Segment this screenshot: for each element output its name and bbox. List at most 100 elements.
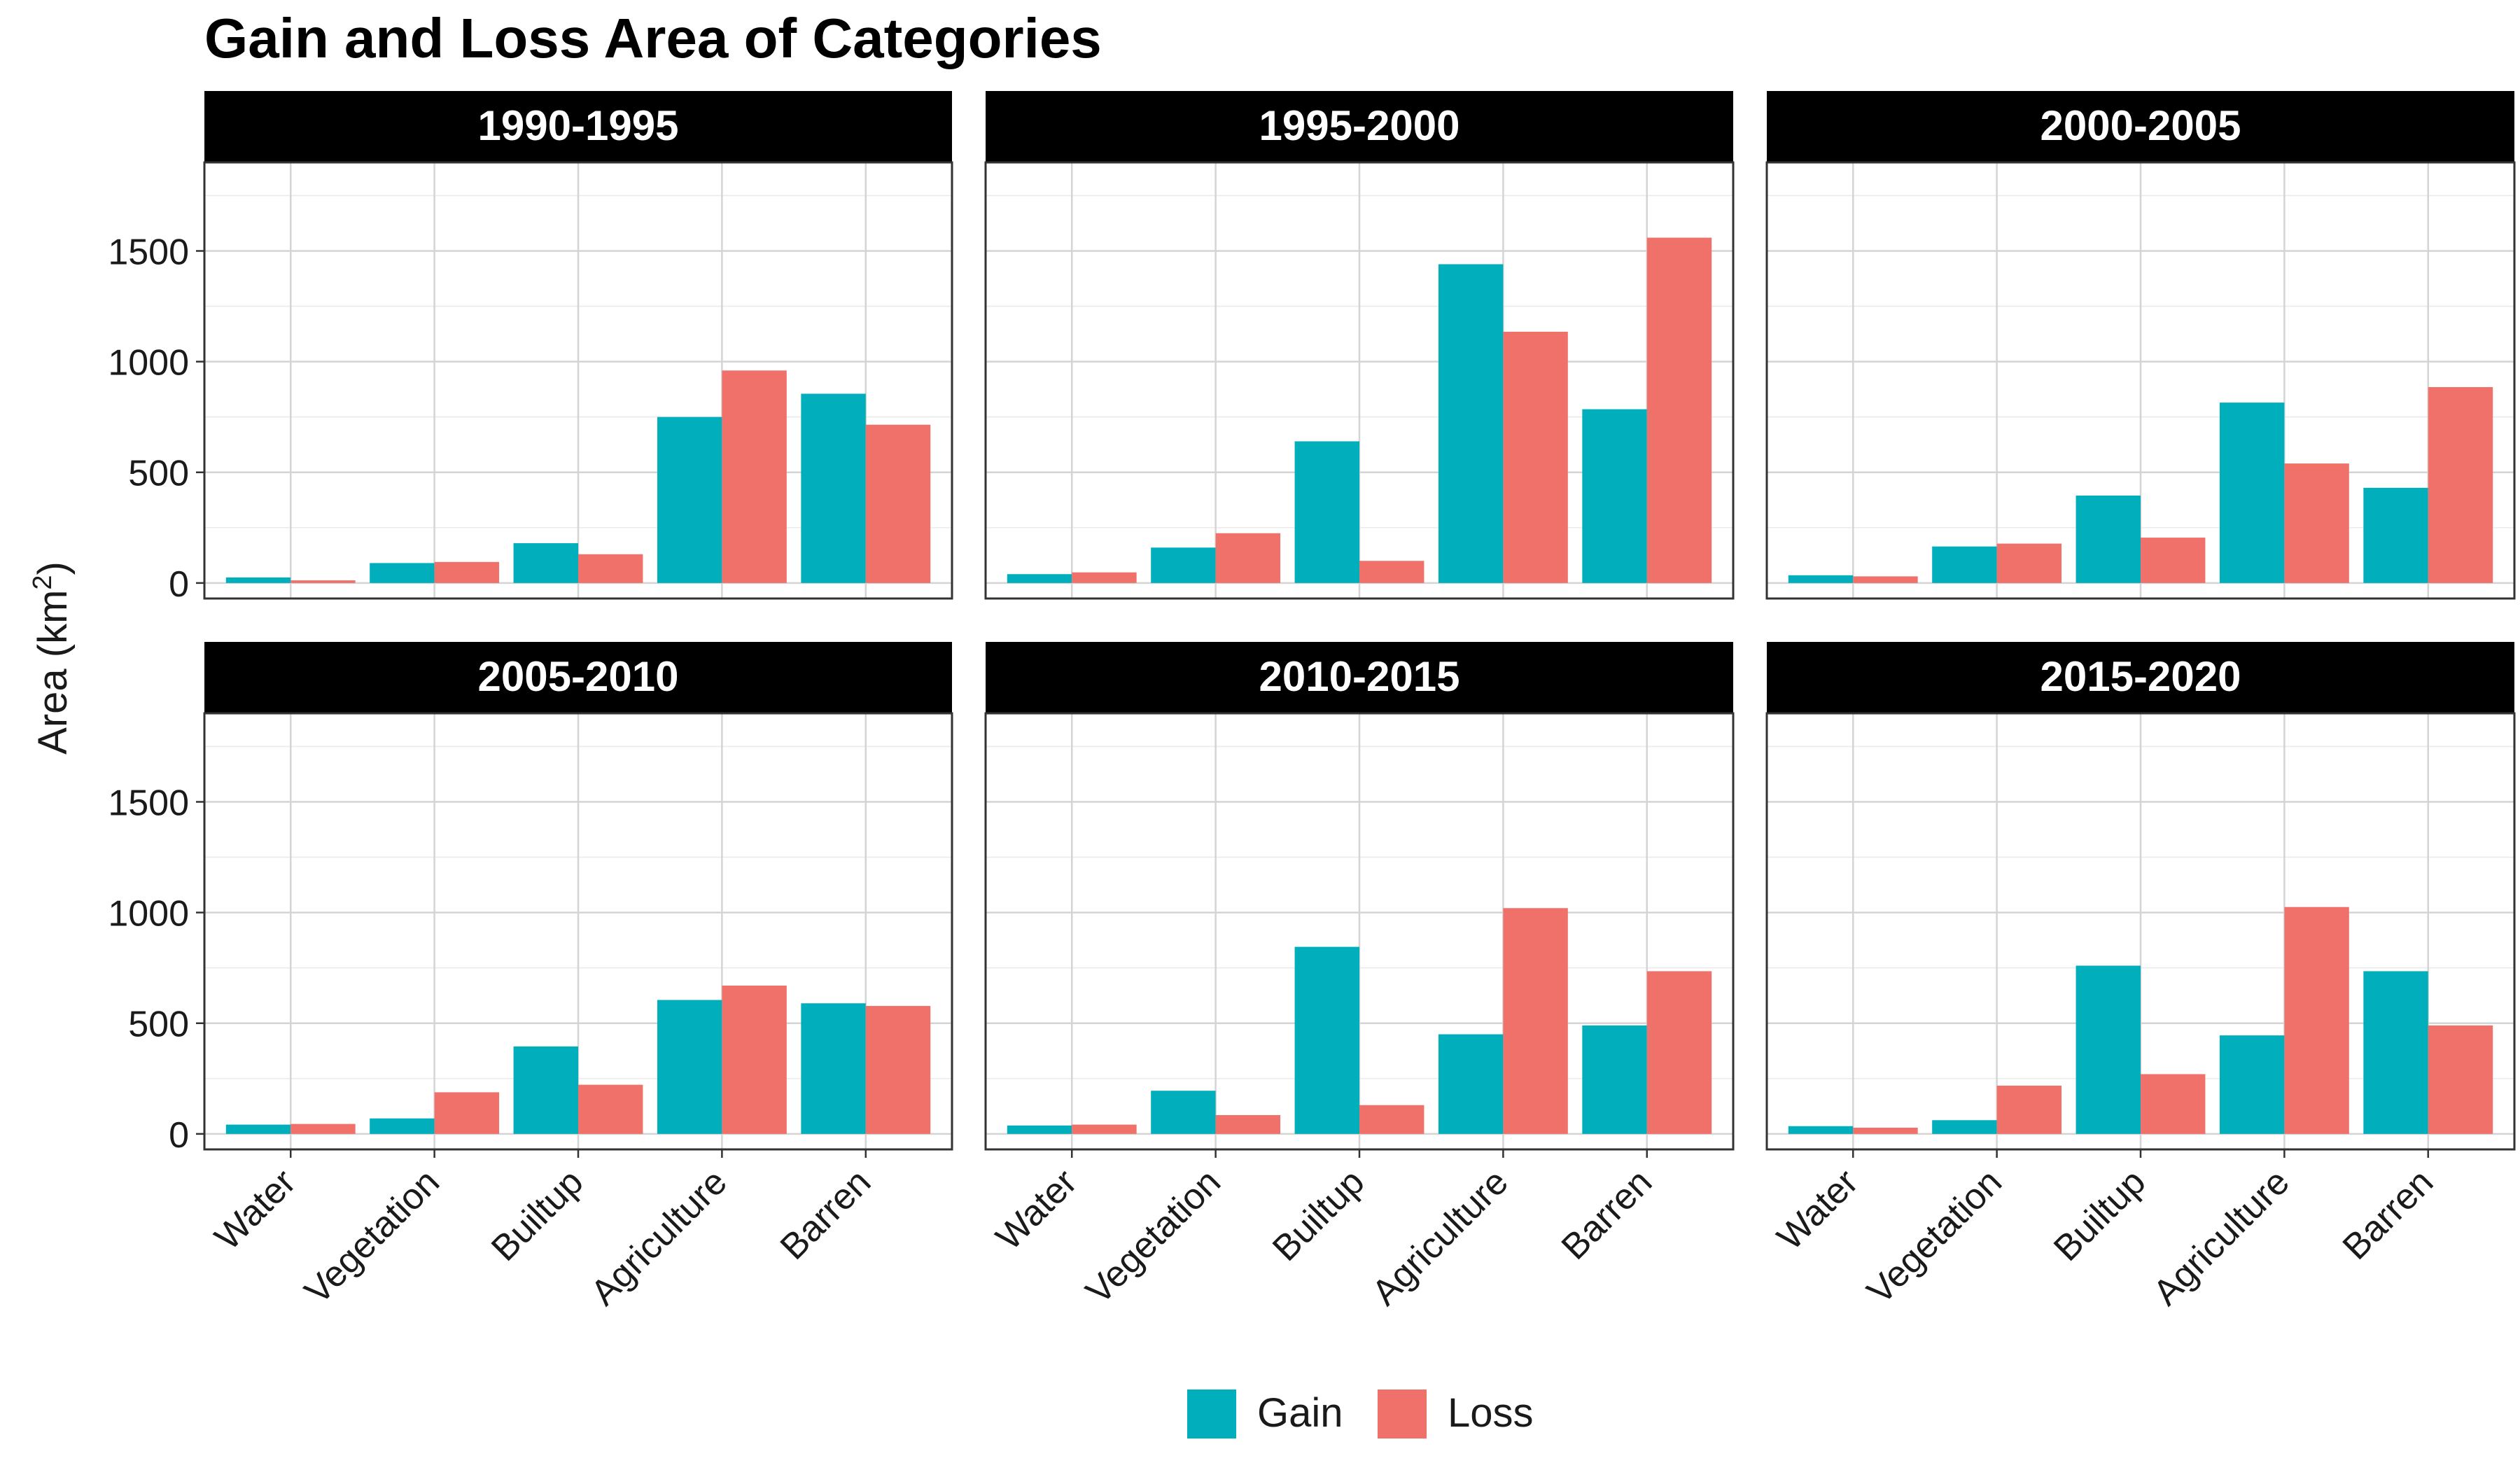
y-tick-label: 1500 bbox=[108, 232, 189, 272]
panel-strip bbox=[986, 91, 1733, 162]
bar-loss bbox=[434, 1092, 500, 1134]
bar-loss bbox=[2141, 538, 2206, 583]
bar-gain bbox=[1151, 547, 1216, 583]
bar-gain bbox=[2076, 495, 2141, 583]
bar-loss bbox=[1996, 543, 2062, 583]
bar-gain bbox=[1582, 1025, 1647, 1134]
bar-gain bbox=[513, 542, 578, 583]
bar-gain bbox=[225, 577, 291, 583]
bar-gain bbox=[1294, 946, 1359, 1134]
y-axis-label: Area (km2) bbox=[28, 561, 76, 755]
bar-loss bbox=[1215, 1114, 1281, 1134]
panel-strip-label: 2005-2010 bbox=[478, 653, 679, 700]
legend: Gain Loss bbox=[1187, 1390, 1534, 1438]
y-axis-label-tail: ) bbox=[30, 561, 76, 575]
bar-loss bbox=[2141, 1074, 2206, 1134]
bar-loss bbox=[1646, 237, 1712, 583]
bar-gain bbox=[657, 1000, 722, 1134]
panel-strip-label: 1990-1995 bbox=[478, 102, 679, 149]
bar-gain bbox=[2219, 1035, 2285, 1134]
y-tick-label: 500 bbox=[128, 1004, 189, 1045]
y-tick-label: 1000 bbox=[108, 894, 189, 934]
bar-gain bbox=[1294, 441, 1359, 583]
bar-loss bbox=[1853, 576, 1918, 583]
bar-loss bbox=[290, 580, 356, 583]
panel-strip-label: 1995-2000 bbox=[1259, 102, 1460, 149]
y-axis-label-main: Area (km bbox=[30, 590, 76, 755]
legend-swatch-gain bbox=[1187, 1390, 1236, 1438]
panel-strip-label: 2000-2005 bbox=[2040, 102, 2241, 149]
y-tick-label: 0 bbox=[169, 1115, 189, 1156]
bar-loss bbox=[1503, 331, 1568, 583]
panel-strip bbox=[986, 642, 1733, 713]
bar-gain bbox=[513, 1046, 578, 1134]
bar-loss bbox=[1853, 1128, 1918, 1134]
bar-loss bbox=[434, 561, 500, 583]
bar-loss bbox=[1503, 908, 1568, 1134]
bar-gain bbox=[1438, 1034, 1504, 1134]
bar-gain bbox=[2363, 971, 2428, 1134]
panel-border bbox=[1765, 161, 2516, 600]
y-tick-label: 0 bbox=[169, 564, 189, 605]
bar-gain bbox=[1932, 1120, 1997, 1134]
bar-loss bbox=[865, 424, 931, 583]
bar-loss bbox=[722, 370, 787, 583]
bar-gain bbox=[2076, 965, 2141, 1134]
bar-loss bbox=[1359, 561, 1424, 583]
panel: 1995-2000 bbox=[984, 91, 1735, 600]
bar-loss bbox=[1996, 1085, 2062, 1134]
bar-gain bbox=[1007, 1125, 1072, 1134]
legend-label: Loss bbox=[1448, 1390, 1534, 1436]
bar-loss bbox=[1359, 1105, 1424, 1134]
panel: 1990-1995 0 500 1000 1500 bbox=[108, 91, 953, 605]
y-tick-label: 500 bbox=[128, 454, 189, 494]
bar-gain bbox=[225, 1124, 291, 1134]
bar-loss bbox=[865, 1006, 931, 1134]
legend-swatch-loss bbox=[1378, 1390, 1427, 1438]
bar-gain bbox=[370, 563, 435, 583]
bar-gain bbox=[1788, 1126, 1854, 1134]
y-tick-label: 1000 bbox=[108, 343, 189, 384]
panel-border bbox=[203, 161, 953, 600]
bar-loss bbox=[2284, 906, 2349, 1134]
legend-item: Loss bbox=[1378, 1390, 1534, 1438]
y-axis-label-superscript: 2 bbox=[28, 575, 57, 589]
y-tick-label: 1500 bbox=[108, 783, 189, 823]
bar-gain bbox=[1582, 409, 1647, 583]
bar-gain bbox=[801, 393, 866, 583]
bar-gain bbox=[370, 1118, 435, 1134]
bar-gain bbox=[1932, 546, 1997, 583]
bar-loss bbox=[578, 554, 643, 583]
legend-label: Gain bbox=[1257, 1390, 1343, 1436]
panel-strip bbox=[204, 642, 952, 713]
bar-loss bbox=[1215, 533, 1281, 583]
bar-gain bbox=[1788, 575, 1854, 583]
panel-strip-label: 2015-2020 bbox=[2040, 653, 2241, 700]
bar-loss bbox=[578, 1084, 643, 1134]
chart-title: Gain and Loss Area of Categories bbox=[204, 7, 1102, 69]
bar-loss bbox=[1646, 971, 1712, 1134]
panel-strip-label: 2010-2015 bbox=[1259, 653, 1460, 700]
bar-loss bbox=[2428, 1025, 2493, 1134]
bar-gain bbox=[801, 1003, 866, 1134]
bar-gain bbox=[1007, 574, 1072, 583]
bar-loss bbox=[1072, 1124, 1137, 1134]
bar-loss bbox=[722, 985, 787, 1134]
bar-gain bbox=[1151, 1091, 1216, 1134]
bar-loss bbox=[2428, 386, 2493, 583]
legend-item: Gain bbox=[1187, 1390, 1343, 1438]
panel: 2000-2005 bbox=[1765, 91, 2516, 600]
panel-strip bbox=[1767, 642, 2514, 713]
bar-loss bbox=[290, 1124, 356, 1134]
panel-strip bbox=[1767, 91, 2514, 162]
bar-gain bbox=[657, 416, 722, 583]
bar-gain bbox=[1438, 264, 1504, 583]
bar-gain bbox=[2363, 487, 2428, 583]
panel-strip bbox=[204, 91, 952, 162]
panel-border bbox=[984, 161, 1735, 600]
bar-loss bbox=[1072, 572, 1137, 583]
bar-gain bbox=[2219, 402, 2285, 583]
